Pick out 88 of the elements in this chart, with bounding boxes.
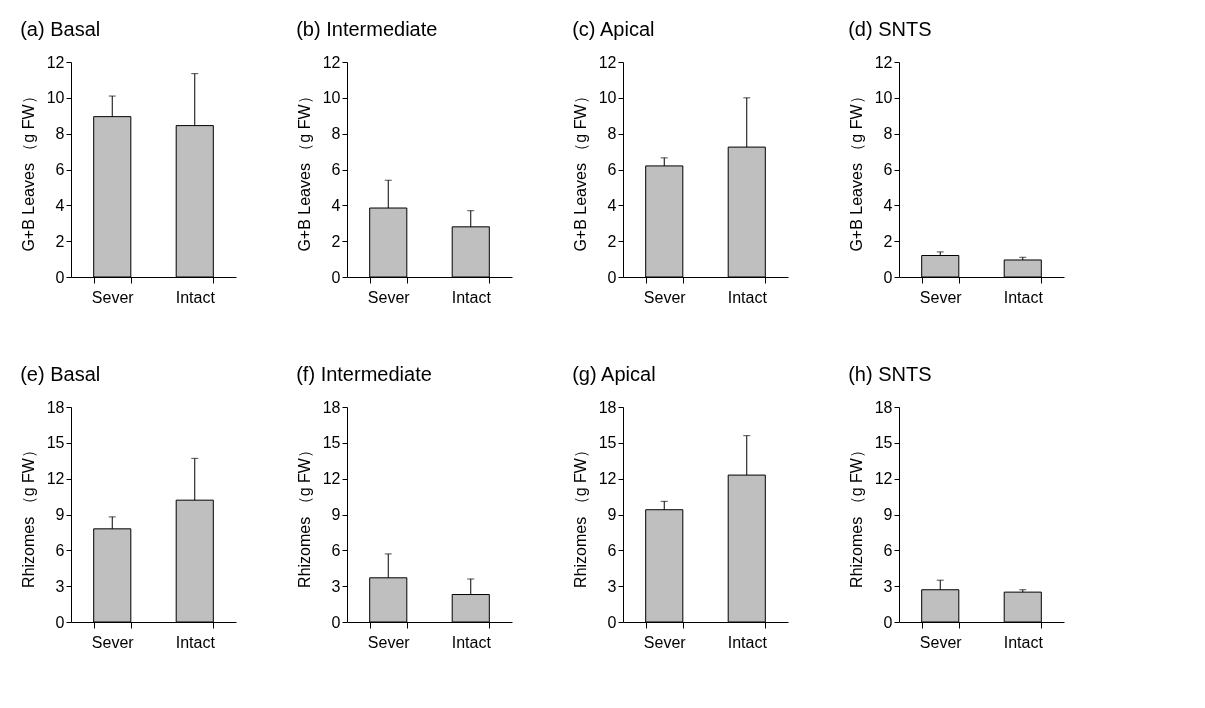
y-tick-label: 12 bbox=[322, 53, 341, 71]
x-tick-label: Intact bbox=[727, 288, 768, 306]
x-tick-label: Intact bbox=[451, 288, 492, 306]
chart-title: (h) SNTS bbox=[848, 363, 932, 385]
y-axis-title: Rhizomes （g FW） bbox=[19, 442, 37, 588]
y-tick-label: 15 bbox=[874, 434, 893, 452]
y-tick-label: 4 bbox=[331, 196, 341, 214]
y-tick-label: 10 bbox=[46, 89, 65, 107]
y-tick-label: 10 bbox=[322, 89, 341, 107]
x-tick-label: Sever bbox=[643, 633, 687, 651]
y-tick-label: 6 bbox=[55, 161, 65, 178]
chart-title: (c) Apical bbox=[572, 18, 655, 40]
x-tick-label: Sever bbox=[643, 288, 687, 306]
chart-title: (b) Intermediate bbox=[296, 18, 438, 40]
x-tick-label: Sever bbox=[367, 288, 411, 306]
y-tick-label: 8 bbox=[883, 125, 893, 143]
y-tick-label: 10 bbox=[874, 89, 893, 107]
y-tick-label: 4 bbox=[55, 196, 65, 214]
y-tick-label: 6 bbox=[607, 161, 617, 178]
y-tick-label: 6 bbox=[331, 541, 341, 559]
y-axis-title: G+B Leaves （g FW） bbox=[295, 88, 313, 252]
x-tick-label: Intact bbox=[451, 633, 492, 651]
y-tick-label: 0 bbox=[55, 268, 65, 286]
x-tick-label: Intact bbox=[1003, 633, 1044, 651]
y-axis-title: G+B Leaves （g FW） bbox=[571, 88, 589, 252]
y-tick-label: 18 bbox=[598, 398, 617, 416]
y-tick-label: 6 bbox=[883, 541, 893, 559]
y-tick-label: 9 bbox=[331, 506, 341, 523]
y-tick-label: 15 bbox=[598, 434, 617, 452]
y-tick-label: 4 bbox=[607, 196, 617, 214]
x-tick-label: Intact bbox=[1003, 288, 1044, 306]
y-axis-title: G+B Leaves （g FW） bbox=[19, 88, 37, 252]
y-tick-label: 0 bbox=[607, 268, 617, 286]
chart-title: (f) Intermediate bbox=[296, 363, 432, 385]
x-tick-label: Sever bbox=[367, 633, 411, 651]
y-tick-label: 12 bbox=[598, 53, 617, 71]
y-tick-label: 12 bbox=[46, 470, 65, 488]
y-tick-label: 12 bbox=[874, 53, 893, 71]
y-tick-label: 0 bbox=[883, 613, 893, 631]
y-tick-label: 3 bbox=[883, 577, 893, 595]
chart-title: (e) Basal bbox=[20, 363, 101, 385]
y-axis-title: G+B Leaves （g FW） bbox=[847, 88, 865, 252]
x-tick-label: Sever bbox=[919, 288, 963, 306]
y-tick-label: 18 bbox=[322, 398, 341, 416]
y-tick-label: 9 bbox=[883, 506, 893, 523]
y-tick-label: 8 bbox=[55, 125, 65, 143]
y-tick-label: 3 bbox=[607, 577, 617, 595]
chart-title: (g) Apical bbox=[572, 363, 656, 385]
y-tick-label: 2 bbox=[55, 232, 65, 250]
y-tick-label: 12 bbox=[322, 470, 341, 488]
y-tick-label: 0 bbox=[55, 613, 65, 631]
y-tick-label: 12 bbox=[598, 470, 617, 488]
y-tick-label: 6 bbox=[883, 161, 893, 178]
x-tick-label: Sever bbox=[919, 633, 963, 651]
y-tick-label: 8 bbox=[331, 125, 341, 143]
x-tick-label: Sever bbox=[91, 633, 135, 651]
y-tick-label: 0 bbox=[331, 268, 341, 286]
chart-title: (d) SNTS bbox=[848, 18, 932, 40]
x-tick-label: Intact bbox=[175, 288, 216, 306]
y-tick-label: 6 bbox=[55, 541, 65, 559]
chart-title: (a) Basal bbox=[20, 18, 101, 40]
y-tick-label: 12 bbox=[874, 470, 893, 488]
y-tick-label: 8 bbox=[607, 125, 617, 143]
y-tick-label: 9 bbox=[607, 506, 617, 523]
y-tick-label: 0 bbox=[331, 613, 341, 631]
y-tick-label: 2 bbox=[607, 232, 617, 250]
y-tick-label: 0 bbox=[883, 268, 893, 286]
x-tick-label: Intact bbox=[727, 633, 768, 651]
y-tick-label: 18 bbox=[46, 398, 65, 416]
y-tick-label: 15 bbox=[322, 434, 341, 452]
x-tick-label: Sever bbox=[91, 288, 135, 306]
y-tick-label: 6 bbox=[331, 161, 341, 178]
y-tick-label: 4 bbox=[883, 196, 893, 214]
y-axis-title: Rhizomes （g FW） bbox=[295, 442, 313, 588]
y-tick-label: 3 bbox=[55, 577, 65, 595]
y-tick-label: 0 bbox=[607, 613, 617, 631]
y-tick-label: 15 bbox=[46, 434, 65, 452]
y-tick-label: 6 bbox=[607, 541, 617, 559]
y-tick-label: 2 bbox=[331, 232, 341, 250]
y-tick-label: 9 bbox=[55, 506, 65, 523]
x-tick-label: Intact bbox=[175, 633, 216, 651]
y-tick-label: 18 bbox=[874, 398, 893, 416]
y-tick-label: 10 bbox=[598, 89, 617, 107]
y-tick-label: 3 bbox=[331, 577, 341, 595]
y-axis-title: Rhizomes （g FW） bbox=[571, 442, 589, 588]
y-axis-title: Rhizomes （g FW） bbox=[847, 442, 865, 588]
y-tick-label: 2 bbox=[883, 232, 893, 250]
y-tick-label: 12 bbox=[46, 53, 65, 71]
